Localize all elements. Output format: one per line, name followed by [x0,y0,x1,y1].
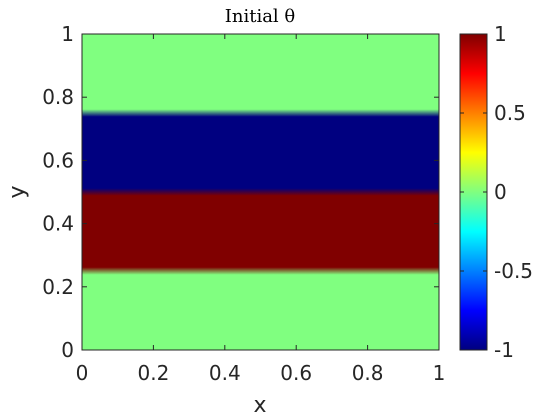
y-axis-label: y [5,185,30,198]
y-tick-label: 0.2 [42,275,74,299]
x-tick-label: 0 [76,361,89,385]
y-tick-label: 0.8 [42,85,74,109]
chart-title-text: Initial θ [225,6,296,27]
colorbar-tick-label: 1 [494,22,507,46]
colorbar-tick-label: -0.5 [494,259,533,283]
colorbar-tick-label: 0.5 [494,101,526,125]
colorbar-tick-label: -1 [494,338,514,362]
colorbar [460,34,487,350]
colorbar-ticks: -1 -0.5 0 0.5 1 [460,22,533,362]
y-tick-label: 1 [61,22,74,46]
x-axis-label: x [253,393,266,418]
chart-title: Initial θ [225,6,296,27]
x-tick-label: 1 [433,361,446,385]
plot-frame [81,33,440,351]
y-axis-ticks: 0 0.2 0.4 0.6 0.8 1 [42,22,439,362]
x-tick-label: 0.2 [137,361,169,385]
x-tick-label: 0.6 [280,361,312,385]
colorbar-tick-label: 0 [494,180,507,204]
y-tick-label: 0 [61,338,74,362]
x-tick-label: 0.4 [209,361,241,385]
y-tick-label: 0.4 [42,212,74,236]
x-tick-label: 0.8 [352,361,384,385]
x-axis-ticks: 0 0.2 0.4 0.6 0.8 1 [76,34,446,385]
plot-field [82,34,439,350]
y-tick-label: 0.6 [42,148,74,172]
